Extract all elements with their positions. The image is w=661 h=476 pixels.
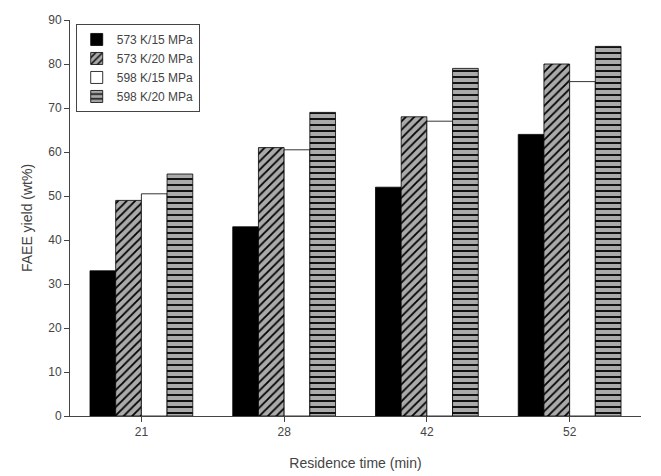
svg-text:0: 0 — [55, 409, 62, 423]
svg-text:40: 40 — [48, 233, 62, 247]
svg-text:70: 70 — [48, 101, 62, 115]
svg-text:20: 20 — [48, 321, 62, 335]
svg-text:573 K/20 MPa: 573 K/20 MPa — [117, 52, 193, 66]
svg-text:FAEE yield (wt%): FAEE yield (wt%) — [19, 164, 35, 272]
svg-text:50: 50 — [48, 189, 62, 203]
svg-text:30: 30 — [48, 277, 62, 291]
svg-text:28: 28 — [277, 425, 291, 439]
svg-text:Residence time (min): Residence time (min) — [289, 455, 421, 471]
svg-text:90: 90 — [48, 13, 62, 27]
svg-text:21: 21 — [135, 425, 149, 439]
svg-text:573 K/15 MPa: 573 K/15 MPa — [117, 33, 193, 47]
svg-text:10: 10 — [48, 365, 62, 379]
svg-text:60: 60 — [48, 145, 62, 159]
svg-text:598 K/20 MPa: 598 K/20 MPa — [117, 90, 193, 104]
svg-text:42: 42 — [420, 425, 434, 439]
svg-text:598 K/15 MPa: 598 K/15 MPa — [117, 71, 193, 85]
svg-text:80: 80 — [48, 57, 62, 71]
svg-text:52: 52 — [563, 425, 577, 439]
